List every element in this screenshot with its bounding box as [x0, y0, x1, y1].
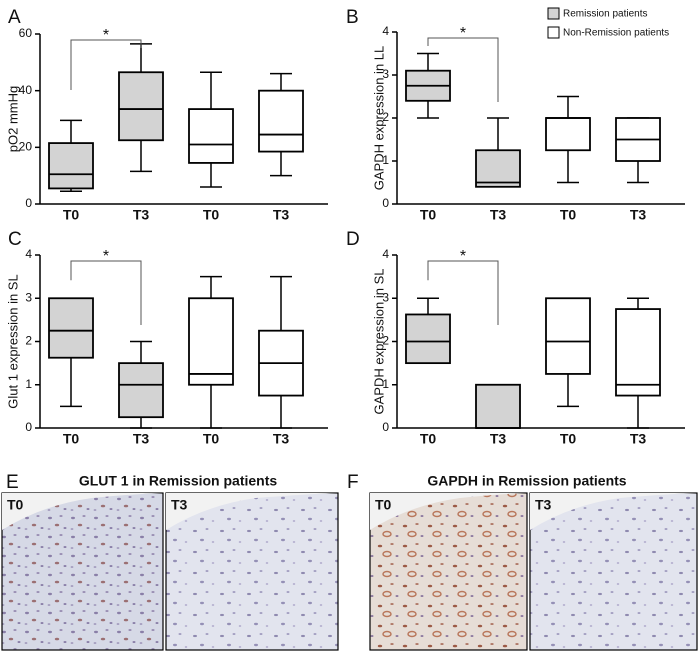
x-tick-label: T0	[63, 207, 80, 223]
micrograph-edge	[166, 493, 338, 530]
image-label: T3	[535, 497, 552, 513]
significance-bracket	[427, 37, 499, 102]
y-axis-label: Glut 1 expression in SL	[5, 274, 20, 408]
significance-bracket	[70, 39, 142, 90]
y-axis-label: GAPDH expression in SL	[371, 269, 386, 415]
panel-letter: A	[8, 7, 21, 28]
y-tick-label: 1	[382, 153, 389, 167]
y-tick-label: 4	[382, 247, 389, 261]
legend-label: Non-Remission patients	[563, 28, 669, 39]
x-tick-label: T0	[203, 207, 220, 223]
y-tick-label: 3	[25, 290, 32, 304]
x-tick-label: T3	[273, 207, 290, 223]
box	[615, 308, 661, 397]
y-tick-label: 0	[382, 196, 389, 210]
y-tick-label: 2	[25, 334, 32, 348]
significance-mark: *	[103, 248, 109, 265]
significance-mark: *	[460, 248, 466, 265]
image-panel-title: GLUT 1 in Remission patients	[79, 473, 278, 489]
panel-letter: E	[6, 472, 19, 493]
x-tick-label: T0	[203, 431, 220, 447]
y-tick-label: 1	[25, 377, 32, 391]
y-axis-label: pO2 mmHg	[5, 86, 20, 152]
image-label: T0	[7, 497, 24, 513]
box	[118, 362, 164, 419]
x-tick-label: T0	[63, 431, 80, 447]
significance-mark: *	[103, 27, 109, 44]
y-tick-label: 20	[19, 140, 33, 154]
panel-letter: C	[8, 229, 22, 250]
y-tick-label: 0	[25, 196, 32, 210]
y-tick-label: 1	[382, 377, 389, 391]
x-tick-label: T0	[560, 431, 577, 447]
y-tick-label: 4	[382, 24, 389, 38]
box	[48, 142, 94, 190]
legend-label: Remission patients	[563, 9, 647, 20]
micrograph	[165, 492, 339, 651]
legend-swatch	[547, 26, 560, 39]
micrograph-edge	[2, 493, 163, 530]
significance-bracket	[70, 260, 142, 325]
y-tick-label: 2	[382, 110, 389, 124]
y-tick-label: 4	[25, 247, 32, 261]
box	[188, 108, 234, 164]
box	[48, 297, 94, 359]
y-tick-label: 40	[19, 83, 33, 97]
x-tick-label: T0	[560, 207, 577, 223]
y-tick-label: 0	[25, 420, 32, 434]
micrograph	[369, 492, 528, 651]
panel-letter: F	[347, 472, 359, 493]
significance-bracket	[427, 260, 499, 325]
box	[475, 149, 521, 188]
box	[475, 383, 521, 429]
panel-letter: B	[346, 7, 359, 28]
box	[258, 89, 304, 153]
x-tick-label: T3	[273, 431, 290, 447]
x-tick-label: T3	[133, 431, 150, 447]
legend-swatch	[547, 7, 560, 20]
box	[405, 313, 451, 365]
image-label: T3	[171, 497, 188, 513]
y-tick-label: 2	[382, 334, 389, 348]
box	[118, 71, 164, 142]
image-panel-title: GAPDH in Remission patients	[427, 473, 626, 489]
y-tick-label: 3	[382, 67, 389, 81]
y-axis-label: GAPDH expression in LL	[371, 46, 386, 191]
x-tick-label: T3	[630, 431, 647, 447]
micrograph	[1, 492, 164, 651]
x-tick-label: T3	[490, 431, 507, 447]
significance-mark: *	[460, 25, 466, 42]
box	[188, 297, 234, 386]
image-label: T0	[375, 497, 392, 513]
box	[545, 117, 591, 152]
micrograph-edge	[370, 493, 527, 530]
y-tick-label: 0	[382, 420, 389, 434]
micrograph	[529, 492, 698, 651]
x-tick-label: T3	[490, 207, 507, 223]
box	[545, 297, 591, 375]
x-tick-label: T3	[133, 207, 150, 223]
x-tick-label: T0	[420, 207, 437, 223]
y-tick-label: 3	[382, 290, 389, 304]
micrograph-edge	[530, 493, 697, 530]
x-tick-label: T0	[420, 431, 437, 447]
x-tick-label: T3	[630, 207, 647, 223]
y-tick-label: 60	[19, 26, 33, 40]
panel-letter: D	[346, 229, 360, 250]
